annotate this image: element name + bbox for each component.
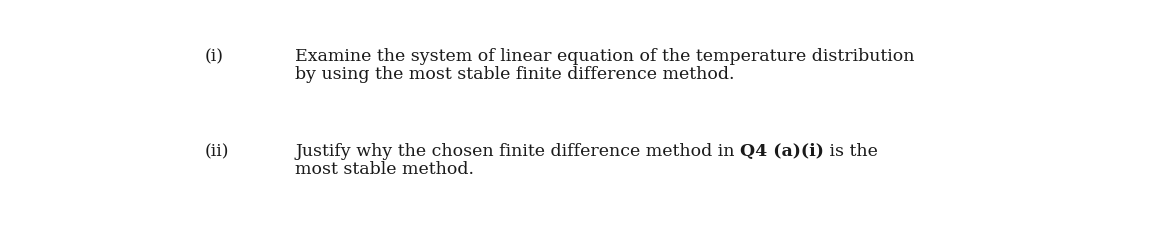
Text: by using the most stable finite difference method.: by using the most stable finite differen… — [295, 66, 735, 83]
Text: is the: is the — [824, 143, 878, 160]
Text: Q4 (a)(i): Q4 (a)(i) — [739, 143, 824, 160]
Text: Justify why the chosen finite difference method in: Justify why the chosen finite difference… — [295, 143, 739, 160]
Text: most stable method.: most stable method. — [295, 161, 474, 178]
Text: (i): (i) — [205, 48, 223, 65]
Text: (ii): (ii) — [205, 143, 229, 160]
Text: Examine the system of linear equation of the temperature distribution: Examine the system of linear equation of… — [295, 48, 915, 65]
